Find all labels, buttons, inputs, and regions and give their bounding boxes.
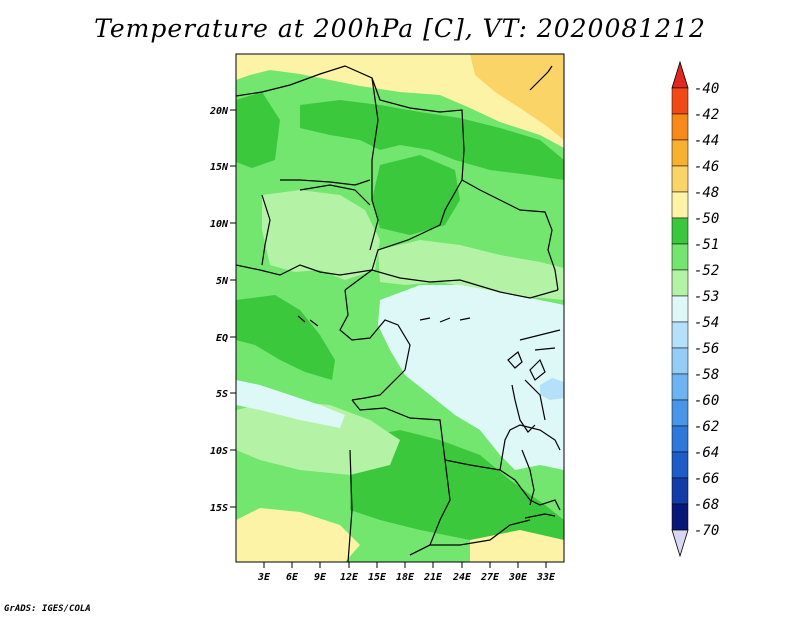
lat-label: 10N [210,219,229,230]
region-minus56-east [540,378,564,400]
colorbar-label: -42 [694,107,719,123]
colorbar-label: -40 [694,81,719,97]
colorbar-swatch [671,165,689,193]
colorbar-swatch [671,139,689,167]
region-minus51-mid [236,295,335,380]
colorbar-label: -66 [694,471,719,487]
region-minus53-west [262,190,380,280]
colorbar-label: -50 [694,211,719,227]
lat-label: 15S [210,503,228,514]
colorbar-label: -58 [694,367,719,383]
lon-label: 12E [340,572,359,583]
colorbar-label: -60 [694,393,719,409]
colorbar-bottom-arrow [671,529,689,558]
colorbar-label: -54 [694,315,719,331]
colorbar-swatch [671,451,689,479]
colorbar-swatch [671,373,689,401]
lat-label: 5S [216,389,228,400]
colorbar-label: -70 [694,523,719,539]
colorbar-swatch [671,425,689,453]
colorbar-swatch [671,217,689,245]
colorbar-label: -44 [694,133,719,149]
colorbar-label: -52 [694,263,719,279]
map-title: Temperature at 200hPa [C], VT: 202008121… [94,14,706,43]
lon-label: 18E [396,572,415,583]
colorbar-label: -56 [694,341,719,357]
region-minus51-north [300,100,564,180]
temperature-field [236,54,564,562]
region-minus54-congo [378,285,564,470]
country-borders [236,65,561,562]
longitude-axis: 3E 6E 9E 12E 15E 18E 21E 24E 27E 30E 33E [257,562,556,583]
colorbar-swatch [671,477,689,505]
colorbar-swatch [671,399,689,427]
colorbar-label: -46 [694,159,719,175]
region-minus53-southwest [236,400,400,475]
region-minus51-west [236,92,280,168]
lon-label: 15E [368,572,387,583]
region-minus53-central [378,240,564,300]
region-minus54-southwest [236,380,345,428]
colorbar-label: -64 [694,445,719,461]
colorbar-label: -62 [694,419,719,435]
lat-label: 10S [210,446,228,457]
colorbar-swatch [671,295,689,323]
colorbar-top-arrow [671,60,689,89]
region-minus48-northeast [470,54,564,140]
colorbar-swatch [671,347,689,375]
region-minus51-central [372,155,460,235]
colorbar-label: -53 [694,289,719,305]
lon-label: 9E [314,572,327,583]
colorbar-swatch [671,321,689,349]
colorbar-label: -51 [694,237,719,253]
lat-label: EQ [216,333,228,344]
lat-label: 15N [210,162,229,173]
colorbar-swatch [671,269,689,297]
lat-label: 5N [216,276,229,287]
latitude-axis: 20N 15N 10N 5N EQ 5S 10S 15S [209,106,236,514]
region-minus50-south [236,508,360,562]
colorbar-swatch [671,87,689,115]
grads-credit: GrADS: IGES/COLA [4,604,91,614]
lon-label: 33E [536,572,556,583]
lon-label: 6E [286,572,299,583]
colorbar-swatch [671,191,689,219]
lon-label: 24E [452,572,472,583]
colorbar: -40 -42 -44 -46 -48 -50 -51 -52 -53 -54 … [671,60,719,558]
lake-outlines [297,65,556,519]
lon-label: 27E [480,572,500,583]
lon-label: 3E [257,572,271,583]
lat-label: 20N [209,106,229,117]
colorbar-swatch [671,113,689,141]
colorbar-label: -48 [694,185,719,201]
map-frame [235,53,565,563]
lon-label: 21E [423,572,443,583]
region-minus51-south [350,430,564,545]
lon-label: 30E [508,572,528,583]
colorbar-label: -68 [694,497,719,513]
colorbar-swatch [671,243,689,271]
colorbar-swatch [671,503,689,531]
